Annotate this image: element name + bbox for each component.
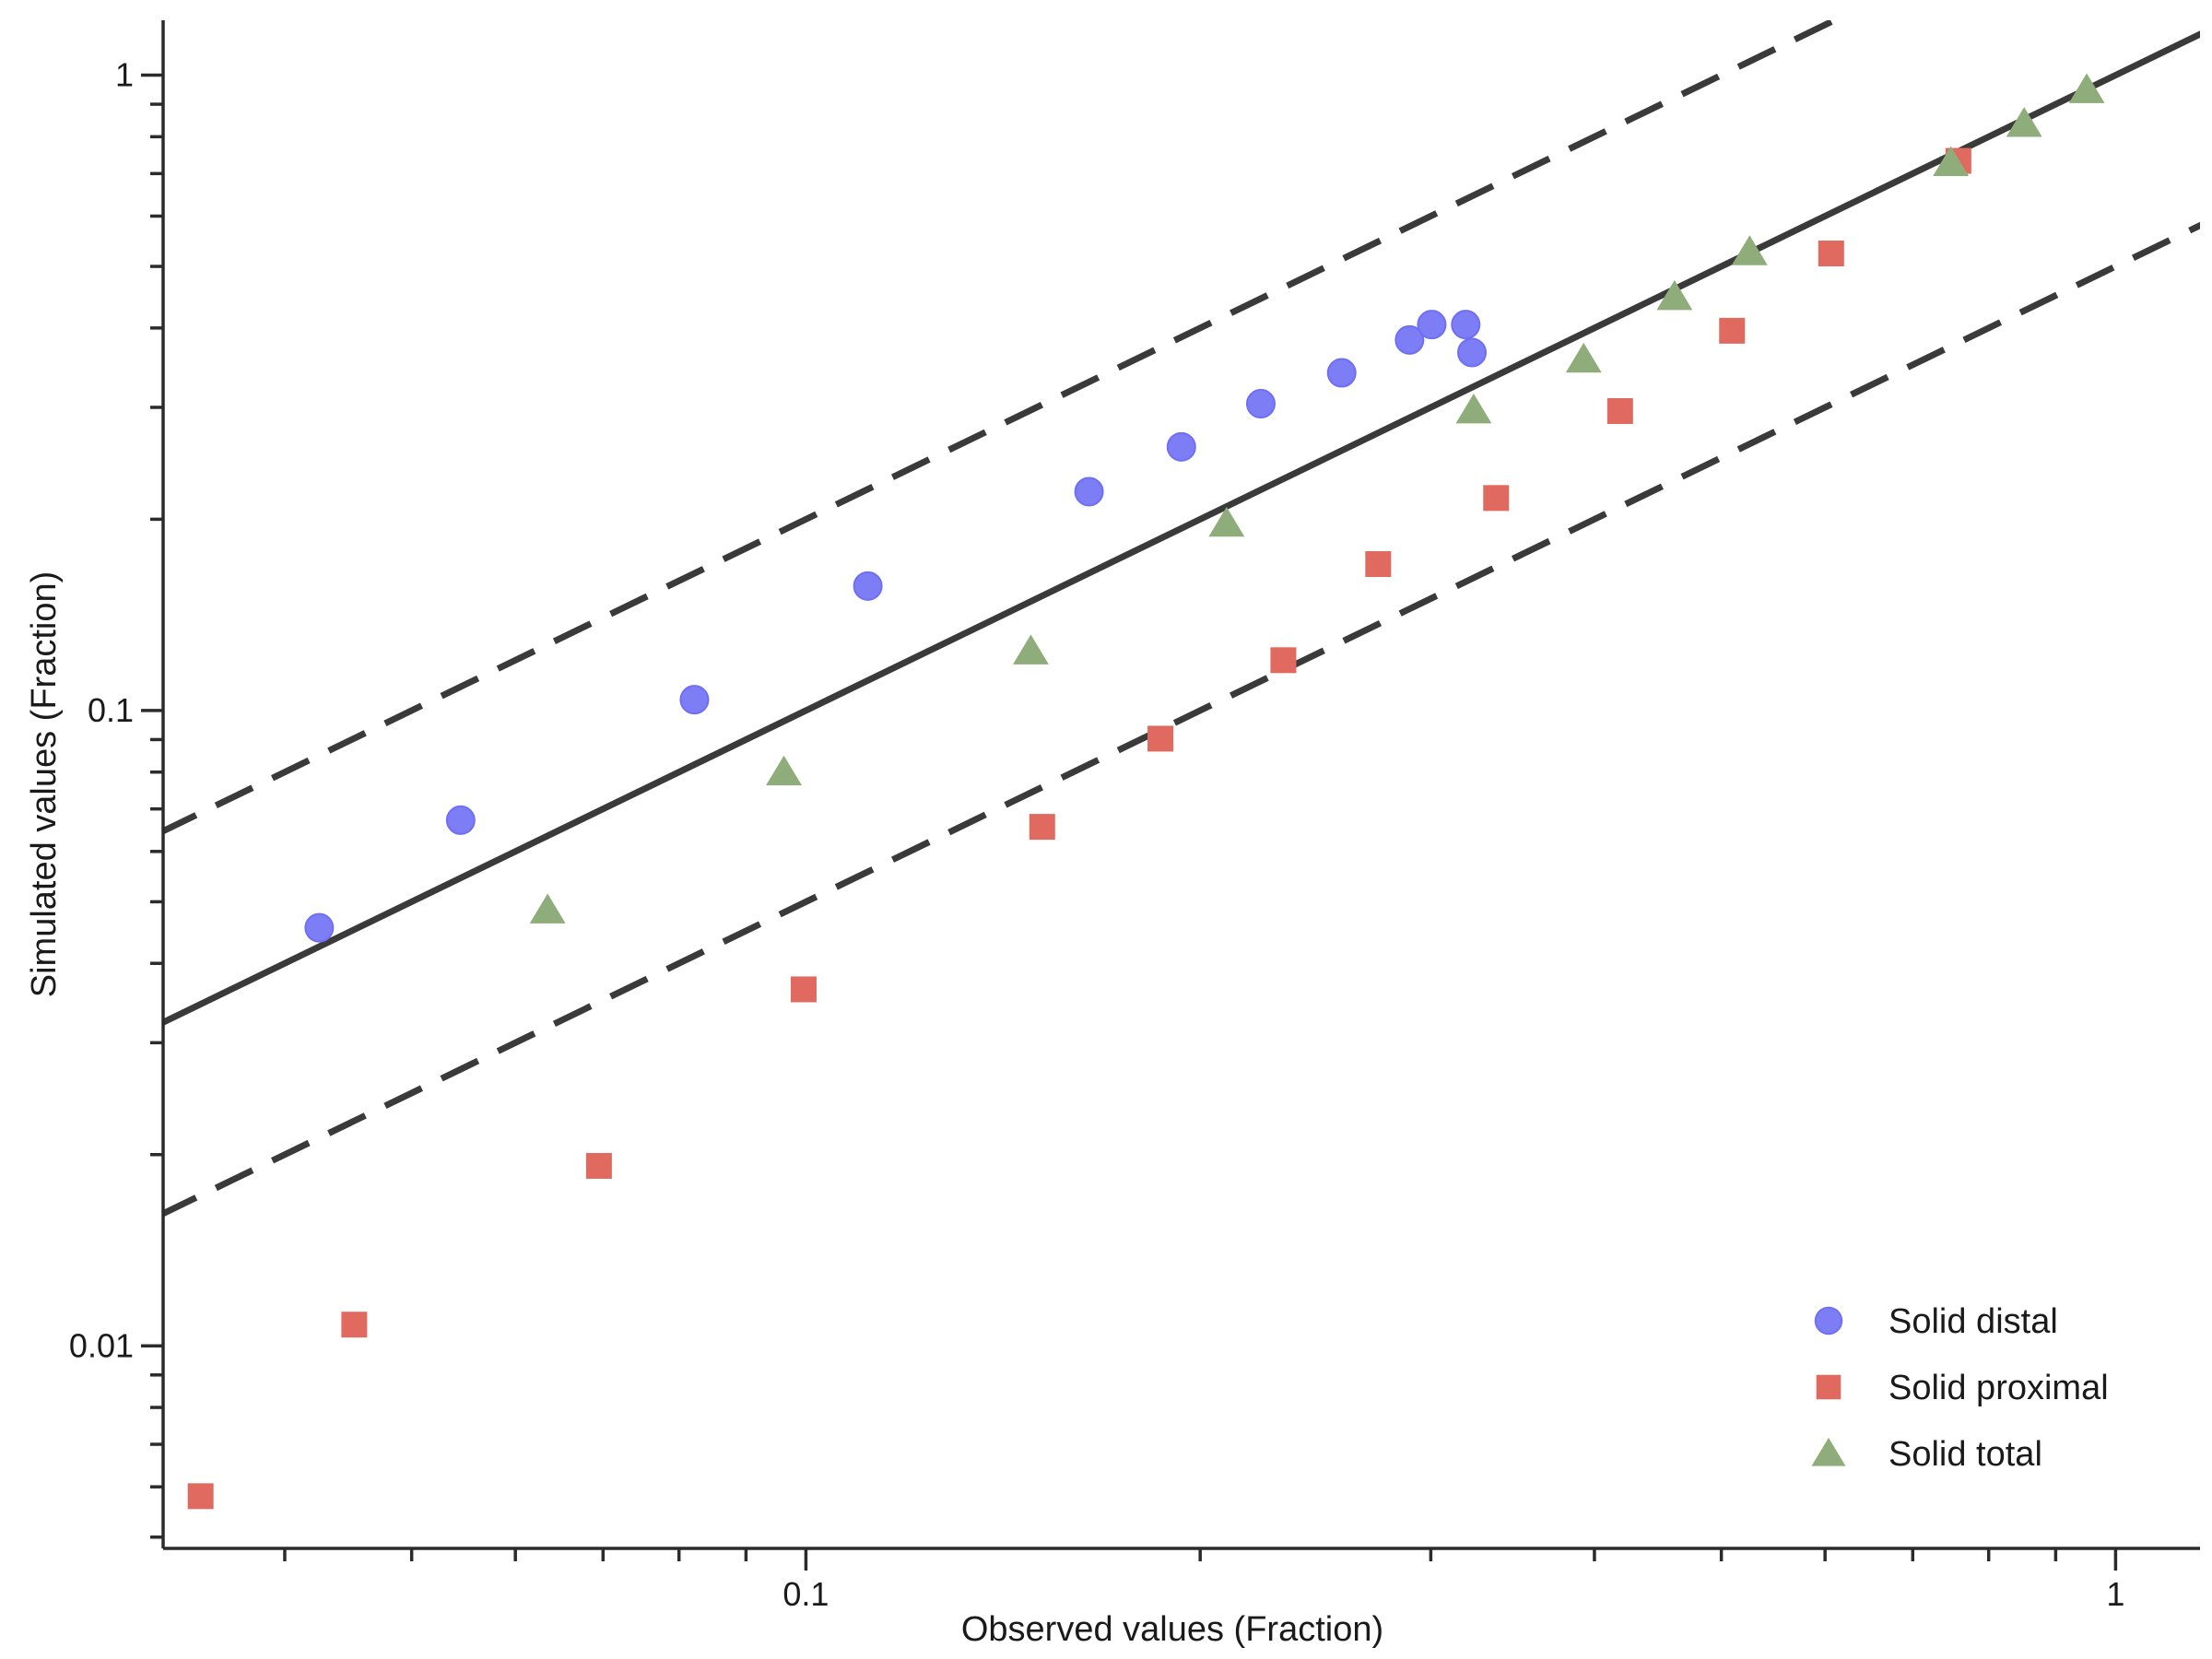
series-solid-total [529,73,2105,924]
data-point-square [585,1152,612,1179]
y-axis-title: Simulated values (Fraction) [25,571,64,998]
data-point-square [1606,398,1633,425]
data-point-circle [304,912,335,943]
data-point-triangle [1012,634,1049,665]
data-point-square [1270,647,1297,674]
data-point-circle [1326,358,1357,388]
legend-item: Solid distal [1814,1302,2058,1341]
data-point-triangle [2068,73,2105,103]
data-point-circle [1457,337,1488,368]
y-tick-label: 0.1 [88,691,134,729]
axes: 0.1 1 0.01 0.1 1 [69,20,2200,1613]
x-tick-label: 1 [2106,1575,2124,1613]
legend-item: Solid proximal [1816,1369,2109,1407]
data-point-circle [1074,477,1104,507]
data-point-square [1029,814,1055,841]
data-point-triangle [1731,235,1768,265]
data-point-square [1719,317,1746,344]
data-point-triangle [2006,107,2042,137]
reference-line-1to1 [163,30,2200,1027]
data-point-square [1147,725,1174,752]
legend-label: Solid total [1888,1435,2042,1474]
x-tick-label: 0.1 [782,1575,829,1613]
data-point-square [790,976,817,1003]
x-axis-title: Observed values (Fraction) [961,1610,1383,1649]
legend-marker-square [1816,1374,1841,1400]
legend-label: Solid proximal [1888,1369,2109,1407]
data-point-square [1818,241,1844,267]
data-point-triangle [1455,393,1492,424]
legend-label: Solid distal [1888,1302,2058,1341]
data-point-square [187,1483,214,1510]
data-point-square [1365,551,1392,578]
data-point-triangle [1933,146,1970,176]
data-point-square [1483,485,1510,512]
legend-marker-circle [1814,1306,1843,1335]
data-point-triangle [529,893,566,924]
y-tick-label: 1 [115,56,134,94]
reference-lines [163,20,2200,1218]
data-point-circle [1417,310,1447,340]
legend-item: Solid total [1811,1435,2042,1474]
data-point-circle [1394,324,1425,355]
data-point-circle [679,685,710,715]
data-point-triangle [1208,506,1245,537]
data-point-circle [445,805,476,835]
legend-marker-triangle [1811,1437,1846,1466]
data-point-circle [1245,389,1276,419]
y-tick-label: 0.01 [69,1326,134,1364]
data-point-triangle [1656,279,1693,311]
data-point-circle [1166,431,1196,462]
reference-line-dashed [163,20,1842,835]
series-solid-distal [304,310,1488,943]
data-point-square [341,1312,368,1338]
reference-line-dashed [163,221,2200,1218]
data-point-circle [1451,310,1481,340]
legend: Solid distal Solid proximal Solid total [1811,1302,2109,1474]
data-markers [187,73,2105,1510]
series-solid-proximal [187,147,1971,1510]
data-point-circle [853,571,883,601]
data-point-triangle [1565,342,1602,373]
data-point-triangle [766,755,802,786]
